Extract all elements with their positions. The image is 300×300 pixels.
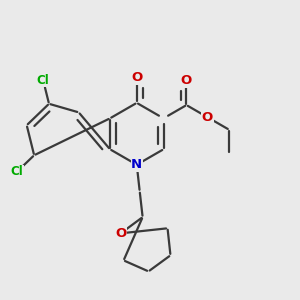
Text: O: O	[131, 71, 142, 84]
Text: O: O	[181, 74, 192, 88]
Text: N: N	[131, 158, 142, 171]
Text: O: O	[202, 111, 213, 124]
Text: O: O	[115, 227, 126, 240]
Text: Cl: Cl	[11, 166, 23, 178]
Text: Cl: Cl	[37, 74, 50, 87]
